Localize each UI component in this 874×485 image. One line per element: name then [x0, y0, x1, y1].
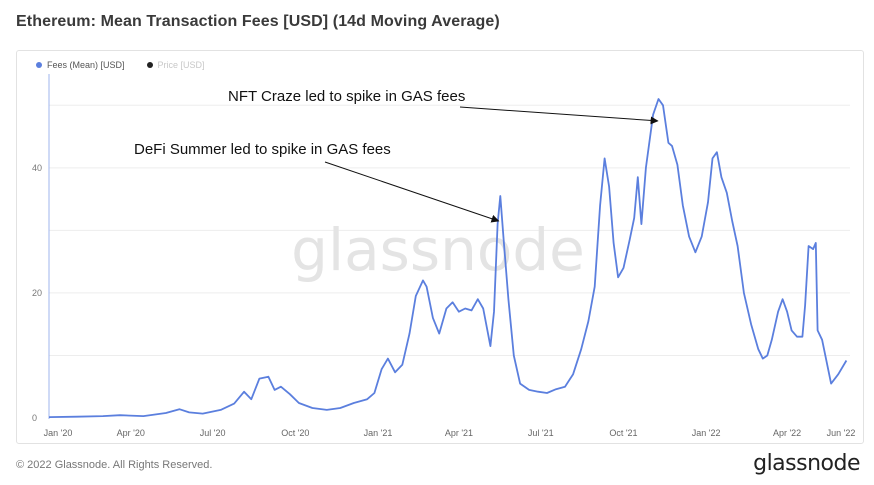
x-tick-label: Apr '22: [773, 428, 801, 438]
x-tick-label: Jul '20: [200, 428, 226, 438]
chart-title: Ethereum: Mean Transaction Fees [USD] (1…: [16, 13, 500, 30]
legend-fees-label: Fees (Mean) [USD]: [47, 60, 125, 70]
chart-panel: [16, 50, 864, 444]
series-layer: [48, 98, 848, 418]
x-tick-label: Apr '20: [117, 428, 145, 438]
x-tick-label: Jan '21: [364, 428, 393, 438]
annotation-arrow: [459, 106, 659, 125]
watermark: glassnode: [291, 216, 585, 284]
x-tick-label: Oct '20: [281, 428, 309, 438]
y-tick-label: 40: [32, 163, 42, 173]
x-tick-label: Apr '21: [445, 428, 473, 438]
chart-legend: Fees (Mean) [USD] Price [USD]: [36, 60, 205, 70]
x-tick-label: Jan '22: [692, 428, 721, 438]
y-tick-label: 20: [32, 288, 42, 298]
x-axis: Jan '20 Apr '20 Jul '20 Oct '20 Jan '21 Apr '…: [44, 428, 856, 438]
x-tick-label: Oct '21: [609, 428, 637, 438]
annotation-text: DeFi Summer led to spike in GAS fees: [134, 141, 391, 158]
legend-item-price[interactable]: Price [USD]: [146, 60, 205, 70]
copyright-text: © 2022 Glassnode. All Rights Reserved.: [16, 459, 213, 471]
x-tick-label: Jun '22: [827, 428, 856, 438]
annotation-text: NFT Craze led to spike in GAS fees: [228, 88, 465, 105]
legend-price-dot-icon: [146, 62, 153, 68]
legend-price-label: Price [USD]: [157, 60, 205, 70]
y-tick-label: 0: [32, 413, 37, 423]
glassnode-logo: glassnode: [753, 451, 860, 476]
x-tick-label: Jul '21: [528, 428, 554, 438]
x-tick-label: Jan '20: [44, 428, 73, 438]
legend-fees-dot-icon: [36, 62, 42, 68]
annotation-arrow: [324, 161, 500, 223]
legend-item-fees[interactable]: Fees (Mean) [USD]: [36, 60, 125, 70]
series-line-fees: [48, 98, 848, 418]
y-axis: 0 20 40: [32, 163, 42, 423]
grid-lines: [49, 104, 850, 356]
annotations: NFT Craze led to spike in GAS fees DeFi S…: [134, 88, 659, 223]
